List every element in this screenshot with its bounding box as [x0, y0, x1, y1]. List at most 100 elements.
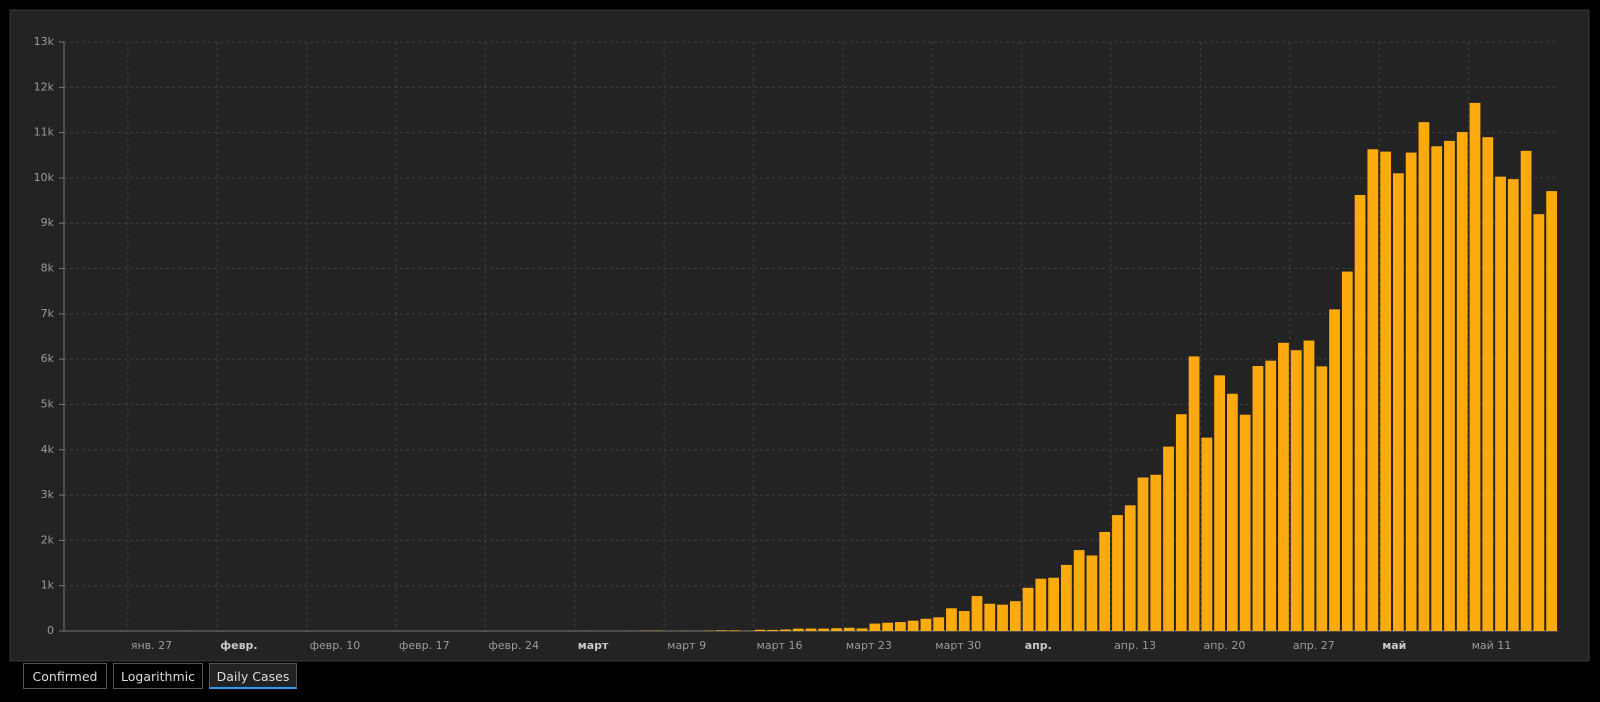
y-tick-label: 12k	[34, 80, 55, 93]
bar	[1431, 146, 1443, 632]
bar	[1214, 375, 1225, 631]
bar	[1341, 271, 1353, 631]
bar	[971, 596, 983, 631]
bar	[958, 611, 970, 631]
bar	[1163, 446, 1174, 631]
x-tick-label: май	[1382, 639, 1406, 652]
bar	[1546, 191, 1557, 632]
bar	[1418, 122, 1430, 632]
y-tick-label: 3k	[41, 488, 55, 501]
tab-button[interactable]: Daily Cases	[209, 663, 297, 689]
bar	[1201, 437, 1213, 631]
bar	[1380, 151, 1391, 631]
y-tick-label: 7k	[41, 307, 55, 320]
bar	[1533, 214, 1545, 631]
bar	[1405, 152, 1417, 631]
bar	[831, 628, 842, 631]
x-tick-label: март	[578, 639, 609, 652]
bar	[946, 608, 957, 631]
x-tick-label: февр. 17	[399, 639, 450, 652]
x-tick-label: март 30	[935, 639, 981, 652]
bar	[856, 628, 868, 631]
bar	[1048, 577, 1059, 631]
bar	[1073, 550, 1085, 631]
y-tick-label: 11k	[34, 126, 55, 139]
bar	[920, 618, 932, 631]
bar	[1444, 140, 1455, 632]
bar	[1099, 531, 1111, 631]
x-tick-label: янв. 27	[131, 639, 172, 652]
x-tick-label: февр. 24	[488, 639, 539, 652]
bar	[1009, 601, 1021, 631]
bar	[1329, 309, 1340, 631]
bar	[1239, 414, 1251, 631]
x-tick-label: март 9	[667, 639, 706, 652]
bar	[1022, 587, 1034, 631]
bar	[895, 622, 906, 631]
bar	[1124, 505, 1136, 631]
bar	[1227, 393, 1238, 631]
bar	[1175, 414, 1187, 631]
bar	[869, 623, 881, 631]
bar	[792, 628, 804, 631]
bar	[1507, 179, 1519, 631]
bar	[716, 630, 727, 631]
bar	[1469, 102, 1481, 631]
x-tick-label: апр. 20	[1203, 639, 1245, 652]
x-tick-label: апр. 13	[1114, 639, 1156, 652]
bar	[1303, 340, 1315, 631]
bar	[1086, 555, 1098, 631]
y-tick-label: 2k	[41, 533, 55, 546]
y-tick-label: 0	[47, 624, 54, 637]
bar	[1520, 150, 1532, 631]
bar	[1150, 474, 1162, 631]
bar	[1393, 173, 1404, 631]
bar	[1112, 515, 1123, 631]
x-tick-label: апр. 27	[1293, 639, 1335, 652]
x-tick-label: март 16	[757, 639, 803, 652]
bar	[1137, 477, 1149, 631]
x-tick-label: февр. 10	[310, 639, 361, 652]
bar	[1278, 342, 1289, 631]
y-tick-label: 5k	[41, 397, 55, 410]
y-tick-label: 10k	[34, 171, 55, 184]
bar	[1035, 578, 1047, 631]
bar	[882, 622, 893, 631]
y-tick-label: 8k	[41, 262, 55, 275]
bar	[933, 617, 945, 631]
bar	[984, 603, 996, 631]
bar	[1290, 350, 1302, 631]
x-tick-label: апр.	[1025, 639, 1052, 652]
bar	[1061, 564, 1072, 631]
tab-button[interactable]: Logarithmic	[113, 663, 203, 689]
bar	[818, 628, 830, 631]
bar	[1252, 365, 1264, 631]
bar	[805, 628, 817, 631]
bar	[1495, 176, 1506, 631]
x-tick-label: май 11	[1472, 639, 1512, 652]
y-tick-label: 9k	[41, 216, 55, 229]
bar	[1482, 137, 1494, 631]
x-tick-label: февр.	[220, 639, 257, 652]
bar	[780, 629, 791, 631]
bar	[1367, 149, 1379, 632]
y-tick-label: 4k	[41, 443, 55, 456]
bar	[907, 620, 919, 631]
bar	[843, 627, 855, 631]
tab-button[interactable]: Confirmed	[23, 663, 107, 689]
bar	[1316, 366, 1328, 631]
bar	[754, 629, 766, 631]
bar	[1188, 356, 1200, 631]
bar	[1265, 360, 1277, 631]
bar	[767, 629, 779, 631]
bar	[1354, 195, 1366, 631]
bar	[729, 630, 740, 631]
x-tick-label: март 23	[846, 639, 892, 652]
bar	[997, 604, 1008, 631]
y-tick-label: 6k	[41, 352, 55, 365]
y-tick-label: 1k	[41, 579, 55, 592]
y-tick-label: 13k	[34, 35, 55, 48]
bar	[1456, 132, 1468, 631]
